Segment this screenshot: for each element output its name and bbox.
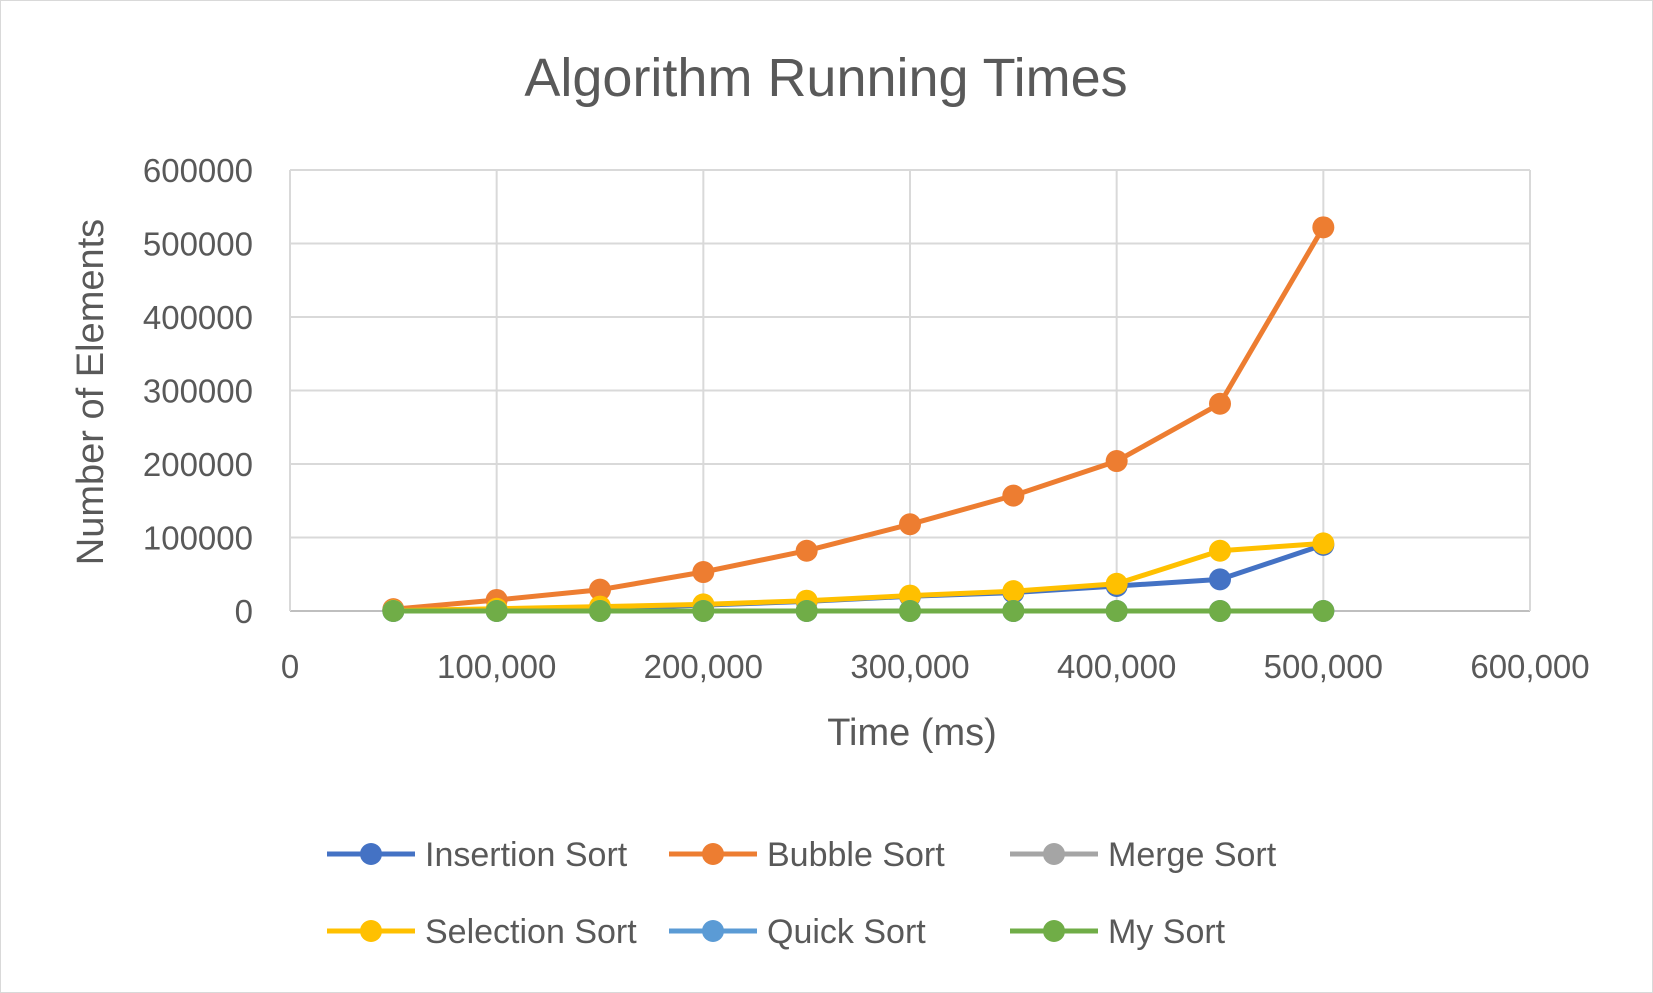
legend-item-quick-sort: Quick Sort: [669, 913, 926, 951]
bubble-sort-point: [1105, 450, 1128, 473]
my-sort-point: [899, 600, 921, 622]
selection-sort-point: [899, 584, 921, 607]
y-tick-label: 400000: [143, 299, 253, 336]
y-tick-label: 0: [235, 593, 253, 630]
my-sort-point: [1105, 600, 1128, 622]
bubble-sort-line: [393, 226, 1326, 612]
bubble-sort-point: [1002, 484, 1025, 507]
legend-swatch-marker: [1043, 920, 1065, 942]
x-tick-label: 200,000: [644, 648, 763, 685]
my-sort-point: [485, 600, 508, 622]
selection-sort-line: [393, 540, 1324, 614]
x-tick-label: 500,000: [1264, 648, 1383, 685]
legend-item-bubble-sort: Bubble Sort: [669, 836, 945, 874]
x-tick-label: 400,000: [1057, 648, 1176, 685]
y-tick-label: 200000: [143, 446, 253, 483]
my-sort-point: [1312, 600, 1335, 622]
legend-item-insertion-sort: Insertion Sort: [327, 836, 628, 874]
my-sort-point: [795, 600, 818, 622]
chart-title: Algorithm Running Times: [524, 48, 1127, 108]
legend-item-my-sort: My Sort: [1010, 913, 1226, 951]
x-tick-label: 600,000: [1470, 648, 1589, 685]
bubble-sort-point: [795, 539, 818, 562]
my-sort-point: [1002, 600, 1025, 622]
legend-label: Quick Sort: [767, 913, 926, 951]
x-tick-label: 0: [281, 648, 299, 685]
bubble-sort-point: [1209, 392, 1231, 415]
legend-label: Selection Sort: [425, 913, 637, 951]
y-tick-label: 300000: [143, 373, 253, 410]
insertion-sort-line: [393, 542, 1325, 614]
legend-swatch-marker: [360, 920, 382, 942]
x-axis-label: Time (ms): [827, 712, 997, 754]
selection-sort-point: [1209, 539, 1231, 562]
bubble-sort-point: [589, 578, 611, 601]
selection-sort-point: [1312, 532, 1335, 555]
selection-sort-point: [1002, 580, 1025, 603]
grid: [289, 169, 1531, 612]
legend: Insertion Sort Bubble Sort Merge Sort Selec…: [327, 836, 1277, 951]
selection-sort-point: [1105, 572, 1128, 595]
series-layer: [382, 216, 1335, 622]
insertion-sort-point: [1209, 568, 1231, 591]
legend-label: Bubble Sort: [767, 836, 945, 874]
my-sort-point: [1209, 600, 1231, 622]
x-tick-label: 300,000: [850, 648, 969, 685]
my-sort-point: [382, 600, 405, 622]
legend-swatch-marker: [702, 843, 724, 865]
y-tick-labels: 0 100000 200000 300000 400000 500000 600000: [143, 152, 253, 630]
x-tick-labels: 0 100,000 200,000 300,000 400,000 500,000 600,…: [281, 648, 1590, 685]
my-sort-point: [692, 600, 715, 622]
y-tick-label: 100000: [143, 520, 253, 557]
legend-swatch-marker: [360, 843, 382, 865]
legend-item-selection-sort: Selection Sort: [327, 913, 637, 951]
my-sort-point: [589, 600, 611, 622]
bubble-sort-point: [899, 513, 921, 536]
legend-label: Merge Sort: [1108, 836, 1277, 874]
bubble-sort-point: [1312, 216, 1335, 239]
legend-label: Insertion Sort: [425, 836, 628, 874]
y-tick-label: 600000: [143, 152, 253, 189]
legend-label: My Sort: [1108, 913, 1226, 951]
legend-swatch-marker: [1043, 843, 1065, 865]
x-tick-label: 100,000: [437, 648, 556, 685]
legend-item-merge-sort: Merge Sort: [1010, 836, 1277, 874]
y-axis-label: Number of Elements: [70, 219, 112, 565]
legend-swatch-marker: [702, 920, 724, 942]
bubble-sort-point: [692, 561, 715, 584]
y-tick-label: 500000: [143, 226, 253, 263]
